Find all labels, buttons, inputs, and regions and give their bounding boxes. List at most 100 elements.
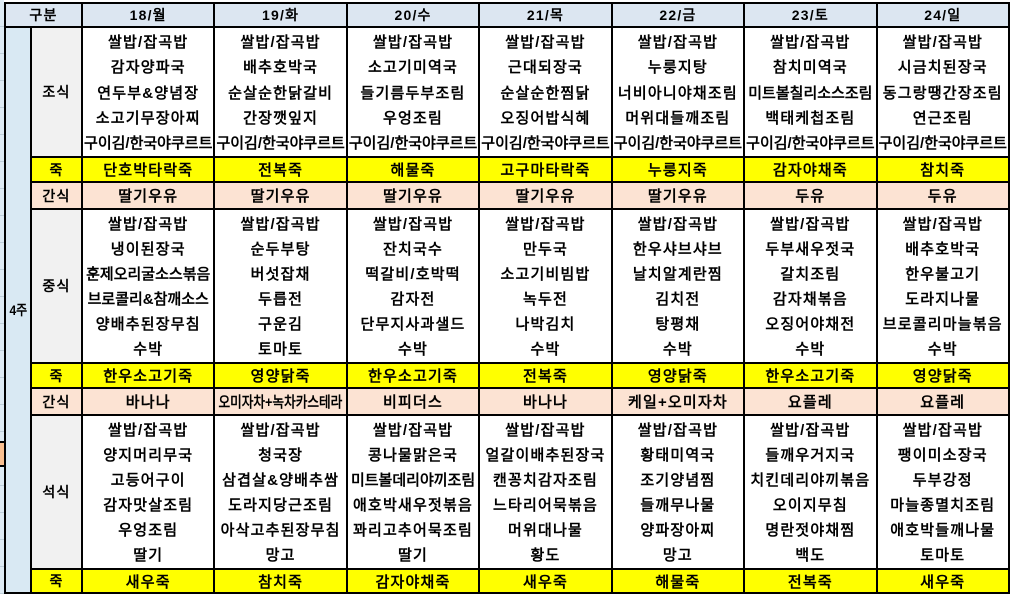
porridge-cell[interactable]: 참치죽: [877, 158, 1008, 181]
day-header[interactable]: 18/월: [83, 4, 214, 26]
porridge-cell[interactable]: 새우죽: [877, 570, 1008, 592]
porridge-cell[interactable]: 한우소고기죽: [347, 364, 479, 387]
porridge-cell[interactable]: 참치죽: [215, 570, 346, 592]
menu-item-line: 잔치국수: [348, 236, 478, 261]
menu-item-line: 수박: [745, 336, 875, 361]
snack-cell[interactable]: 딸기우유: [480, 183, 611, 208]
section-label-porridge-noon[interactable]: 죽: [32, 364, 81, 387]
snack-cell[interactable]: 딸기우유: [83, 183, 214, 208]
menu-cell-lunch[interactable]: 쌀밥/잡곡밥 두부새우젓국 갈치조림 감자채볶음 오징어야채전 수박: [745, 210, 876, 362]
week-label-text: 4주: [9, 302, 27, 318]
menu-cell-dinner[interactable]: 쌀밥/잡곡밥 얼갈이배추된장국 캔꽁치감자조림 느타리어묵볶음 머위대나물 황도: [480, 416, 611, 568]
menu-item-line: 한우샤브샤브: [613, 236, 743, 261]
menu-item-line: 날치알계란찜: [613, 261, 743, 286]
snack-cell[interactable]: 딸기우유: [612, 183, 744, 208]
porridge-cell[interactable]: 감자야채죽: [745, 158, 876, 181]
menu-item-line: 아삭고추된장무침: [215, 517, 345, 542]
menu-item-line: 연근조림: [878, 105, 1008, 130]
porridge-cell[interactable]: 영양닭죽: [877, 364, 1008, 387]
day-header[interactable]: 21/목: [480, 4, 611, 26]
snack-cell[interactable]: 요플레: [877, 389, 1008, 414]
menu-cell-lunch[interactable]: 쌀밥/잡곡밥 만두국 소고기비빔밥 녹두전 나박김치 수박: [480, 210, 611, 362]
section-label-lunch[interactable]: 중식: [32, 210, 81, 362]
porridge-cell[interactable]: 영양닭죽: [612, 364, 744, 387]
menu-cell-breakfast[interactable]: 쌀밥/잡곡밥 감자양파국 연두부&양념장 소고기무장아찌 구이김/한국야쿠르트: [83, 28, 214, 156]
porridge-cell-text: 영양닭죽: [912, 368, 973, 385]
snack-cell[interactable]: 케일+오미자차: [612, 389, 744, 414]
porridge-cell[interactable]: 고구마타락죽: [480, 158, 611, 181]
porridge-cell[interactable]: 해물죽: [612, 570, 744, 592]
snack-cell[interactable]: 두유: [877, 183, 1008, 208]
section-label-dinner[interactable]: 석식: [32, 416, 81, 568]
menu-cell-dinner[interactable]: 쌀밥/잡곡밥 황태미역국 조기양념찜 들깨무나물 양파장아찌 망고: [612, 416, 744, 568]
menu-cell-breakfast[interactable]: 쌀밥/잡곡밥 소고기미역국 들기름두부조림 우엉조림 구이김/한국야쿠르트: [347, 28, 479, 156]
porridge-cell[interactable]: 영양닭죽: [215, 364, 346, 387]
menu-item-line: 두릅전: [215, 286, 345, 311]
menu-item-line-text: 한우불고기: [905, 266, 981, 283]
day-header[interactable]: 24/일: [877, 4, 1008, 26]
week-label[interactable]: 4주: [6, 28, 30, 592]
snack-cell[interactable]: 딸기우유: [215, 183, 346, 208]
menu-cell-breakfast[interactable]: 쌀밥/잡곡밥 배추호박국 순살순한닭갈비 간장깻잎지 구이김/한국야쿠르트: [215, 28, 346, 156]
menu-item-line-text: 팽이미소장국: [897, 447, 988, 464]
menu-item-line-text: 버섯잡채: [250, 266, 311, 283]
section-label-porridge-evening[interactable]: 죽: [32, 570, 81, 592]
porridge-cell[interactable]: 전복죽: [215, 158, 346, 181]
day-header[interactable]: 23/토: [745, 4, 876, 26]
snack-cell-text: 딸기우유: [515, 188, 576, 205]
menu-cell-lunch[interactable]: 쌀밥/잡곡밥 잔치국수 떡갈비/호박떡 감자전 단무지사과샐드 수박: [347, 210, 479, 362]
section-label-porridge-am[interactable]: 죽: [32, 158, 81, 181]
porridge-cell[interactable]: 해물죽: [347, 158, 479, 181]
porridge-cell[interactable]: 전복죽: [745, 570, 876, 592]
day-header-text: 21/목: [526, 7, 565, 23]
day-header[interactable]: 19/화: [215, 4, 346, 26]
snack-cell[interactable]: 딸기우유: [347, 183, 479, 208]
porridge-cell[interactable]: 한우소고기죽: [745, 364, 876, 387]
menu-item-line-text: 구이김/한국야쿠르트: [84, 134, 213, 152]
day-header[interactable]: 20/수: [347, 4, 479, 26]
menu-cell-dinner[interactable]: 쌀밥/잡곡밥 청국장 삼겹살&양배추쌈 도라지당근조림 아삭고추된장무침 망고: [215, 416, 346, 568]
section-label-snack-pm-text: 간식: [42, 393, 71, 410]
menu-item-line: 명란젓야채찜: [745, 517, 875, 542]
menu-cell-dinner[interactable]: 쌀밥/잡곡밥 양지머리무국 고등어구이 감자맛살조림 우엉조림 딸기: [83, 416, 214, 568]
menu-cell-breakfast[interactable]: 쌀밥/잡곡밥 근대되장국 순살순한찜닭 오징어밥식혜 구이김/한국야쿠르트: [480, 28, 611, 156]
menu-cell-breakfast[interactable]: 쌀밥/잡곡밥 참치미역국 미트볼칠리소스조림 백태케첩조림 구이김/한국야쿠르트: [745, 28, 876, 156]
menu-cell-lunch[interactable]: 쌀밥/잡곡밥 순두부탕 버섯잡채 두릅전 구운김 토마토: [215, 210, 346, 362]
porridge-cell[interactable]: 누룽지죽: [612, 158, 744, 181]
day-header-text: 18/월: [129, 7, 167, 23]
menu-cell-dinner[interactable]: 쌀밥/잡곡밥 팽이미소장국 두부강정 마늘종멸치조림 애호박들깨나물 토마토: [877, 416, 1008, 568]
snack-cell[interactable]: 바나나: [83, 389, 214, 414]
porridge-cell[interactable]: 단호박타락죽: [83, 158, 214, 181]
snack-cell[interactable]: 요플레: [745, 389, 876, 414]
category-header[interactable]: 구분: [6, 4, 81, 26]
menu-cell-lunch[interactable]: 쌀밥/잡곡밥 배추호박국 한우불고기 도라지나물 브로콜리마늘볶음 수박: [877, 210, 1008, 362]
menu-item-line: 구이김/한국야쿠르트: [348, 130, 478, 155]
snack-cell[interactable]: 비피더스: [347, 389, 479, 414]
porridge-cell[interactable]: 감자야채죽: [347, 570, 479, 592]
snack-cell[interactable]: 바나나: [480, 389, 611, 414]
section-label-snack-am[interactable]: 간식: [32, 183, 81, 208]
porridge-cell[interactable]: 새우죽: [83, 570, 214, 592]
menu-cell-lunch[interactable]: 쌀밥/잡곡밥 냉이된장국 훈제오리굴소스볶음 브로콜리&참깨소스 양배추된장무침 수박: [83, 210, 214, 362]
menu-cell-breakfast[interactable]: 쌀밥/잡곡밥 시금치된장국 동그랑땡간장조림 연근조림 구이김/한국야쿠르트: [877, 28, 1008, 156]
snack-cell[interactable]: 오미자차+녹차카스테라: [215, 389, 346, 414]
menu-cell-breakfast[interactable]: 쌀밥/잡곡밥 누룽지탕 너비아니야채조림 머위대들깨조림 구이김/한국야쿠르트: [612, 28, 744, 156]
menu-item-line: 참치미역국: [745, 54, 875, 79]
menu-item-line: 버섯잡채: [215, 261, 345, 286]
snack-cell[interactable]: 두유: [745, 183, 876, 208]
menu-cell-dinner[interactable]: 쌀밥/잡곡밥 들깨우거지국 치킨데리야끼볶음 오이지무침 명란젓야채찜 백도: [745, 416, 876, 568]
menu-item-line: 고등어구이: [83, 467, 213, 492]
menu-item-line-text: 수박: [795, 341, 826, 358]
menu-item-line: 청국장: [215, 442, 345, 467]
porridge-cell[interactable]: 한우소고기죽: [83, 364, 214, 387]
menu-item-line: 쌀밥/잡곡밥: [480, 211, 610, 236]
section-label-snack-pm[interactable]: 간식: [32, 389, 81, 414]
section-label-breakfast[interactable]: 조식: [32, 28, 81, 156]
menu-item-line-text: 쌀밥/잡곡밥: [372, 216, 454, 233]
porridge-cell[interactable]: 전복죽: [480, 364, 611, 387]
menu-cell-dinner[interactable]: 쌀밥/잡곡밥 콩나물맑은국 미트볼데리야끼조림 애호박새우젓볶음 꽈리고추어묵조림 딸기: [347, 416, 479, 568]
day-header[interactable]: 22/금: [612, 4, 744, 26]
menu-cell-lunch[interactable]: 쌀밥/잡곡밥 한우샤브샤브 날치알계란찜 김치전 탕평채 수박: [612, 210, 744, 362]
porridge-cell-text: 감자야채죽: [772, 162, 848, 179]
porridge-cell[interactable]: 새우죽: [480, 570, 611, 592]
